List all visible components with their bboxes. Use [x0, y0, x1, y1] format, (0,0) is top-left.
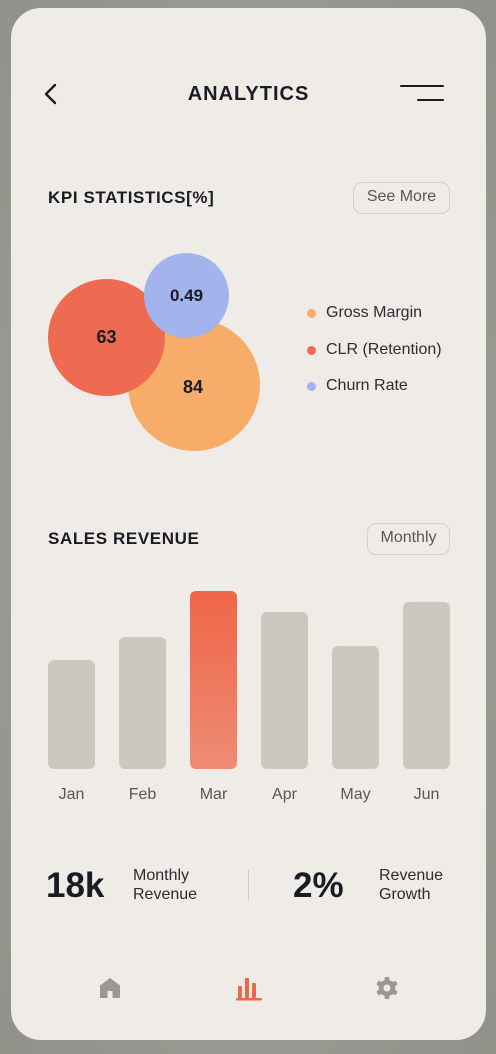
legend-label: CLR (Retention) — [326, 341, 442, 358]
legend-dot — [307, 381, 316, 391]
revenue-growth-value: 2% — [293, 866, 344, 905]
bubble-clr-retention-value: 63 — [96, 327, 117, 347]
monthly-revenue-value: 18k — [46, 866, 105, 905]
legend-item-churn-rate: Churn Rate — [307, 376, 408, 396]
bar-may[interactable] — [332, 646, 379, 769]
legend-dot — [307, 345, 316, 355]
nav-settings-button[interactable] — [372, 973, 402, 1003]
legend-item-gross-margin: Gross Margin — [307, 303, 422, 323]
back-button[interactable] — [37, 80, 65, 108]
period-selector-button[interactable]: Monthly — [367, 523, 450, 555]
nav-analytics-button[interactable] — [234, 973, 264, 1003]
legend-dot — [307, 308, 316, 318]
bar-jan[interactable] — [48, 660, 95, 769]
bar-label-jun: Jun — [413, 786, 440, 803]
chevron-left-icon — [44, 83, 57, 105]
page-title: ANALYTICS — [187, 83, 310, 105]
phone-screen: ANALYTICS KPI STATISTICS[%] See More 84 … — [11, 8, 486, 1040]
bar-label-apr: Apr — [272, 786, 297, 803]
bar-label-feb: Feb — [128, 786, 157, 803]
kpi-section-title: KPI STATISTICS[%] — [48, 188, 215, 207]
legend-label: Churn Rate — [326, 377, 408, 394]
bar-feb[interactable] — [119, 637, 166, 769]
legend-label: Gross Margin — [326, 304, 423, 321]
bar-chart-icon — [236, 978, 262, 1001]
legend-item-clr-retention: CLR (Retention) — [307, 340, 442, 360]
revenue-growth-label: Revenue Growth — [379, 867, 444, 903]
bubble-gross-margin-value: 84 — [182, 376, 204, 397]
monthly-revenue-label: Monthly Revenue — [133, 867, 198, 903]
sales-section-title: SALES REVENUE — [48, 529, 200, 548]
menu-button[interactable] — [397, 80, 449, 108]
nav-home-button[interactable] — [95, 973, 125, 1003]
stats-divider — [248, 870, 249, 900]
bubble-churn-rate: 0.49 — [144, 253, 229, 338]
gear-icon — [376, 977, 398, 999]
home-icon — [100, 978, 120, 998]
bar-label-jan: Jan — [58, 786, 85, 803]
bar-mar[interactable] — [190, 591, 237, 769]
bar-jun[interactable] — [403, 601, 450, 769]
bar-apr[interactable] — [261, 612, 308, 769]
bubble-churn-rate-value: 0.49 — [169, 285, 204, 305]
bar-label-mar: Mar — [199, 786, 228, 803]
see-more-button[interactable]: See More — [353, 182, 450, 214]
bar-label-may: May — [340, 786, 371, 803]
